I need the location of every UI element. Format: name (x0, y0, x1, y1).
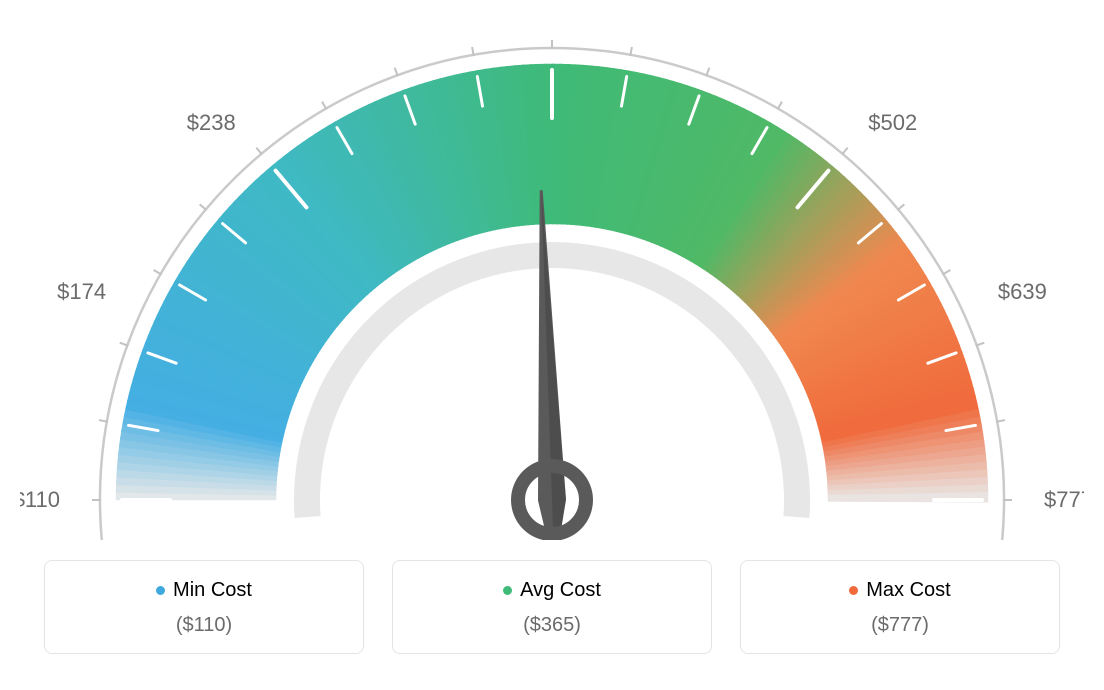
legend-card-max: Max Cost ($777) (740, 560, 1060, 654)
legend-label-avg: Avg Cost (503, 579, 601, 602)
legend-label-min: Min Cost (156, 579, 252, 602)
legend-label-text: Min Cost (173, 579, 252, 602)
legend-row: Min Cost ($110) Avg Cost ($365) Max Cost… (20, 560, 1084, 654)
svg-text:$502: $502 (868, 110, 917, 135)
dot-icon (156, 586, 165, 595)
legend-value-max: ($777) (741, 614, 1059, 637)
svg-text:$238: $238 (187, 110, 236, 135)
dot-icon (849, 586, 858, 595)
legend-label-text: Max Cost (866, 579, 950, 602)
gauge-svg: $110$174$238$365$502$639$777 (20, 20, 1084, 540)
legend-card-avg: Avg Cost ($365) (392, 560, 712, 654)
svg-text:$110: $110 (20, 487, 60, 512)
legend-label-max: Max Cost (849, 579, 950, 602)
legend-label-text: Avg Cost (520, 579, 601, 602)
svg-text:$174: $174 (57, 279, 106, 304)
svg-text:$639: $639 (998, 279, 1047, 304)
svg-text:$777: $777 (1044, 487, 1084, 512)
legend-value-avg: ($365) (393, 614, 711, 637)
legend-value-min: ($110) (45, 614, 363, 637)
dot-icon (503, 586, 512, 595)
legend-card-min: Min Cost ($110) (44, 560, 364, 654)
gauge-chart: $110$174$238$365$502$639$777 (20, 20, 1084, 540)
